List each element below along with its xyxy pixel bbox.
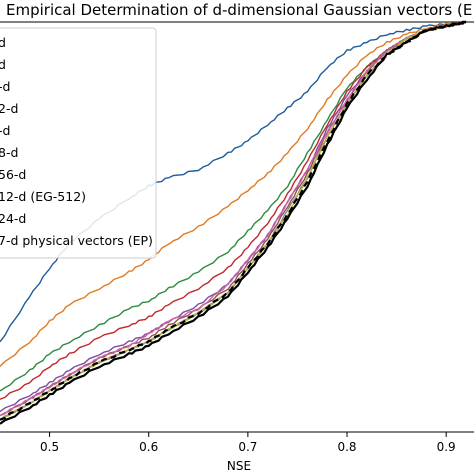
legend-box (0, 27, 157, 259)
x-tick-label: 0.9 (437, 440, 456, 454)
series-line-9 (0, 20, 467, 421)
series-line-6 (0, 20, 467, 417)
legend: dd -d 2-d -d 8-d 56-d 12-d (EG-512) 24-d 7-d phy… (0, 27, 157, 259)
legend-label: 12-d (EG-512) (0, 189, 86, 204)
x-tick-label: 0.8 (337, 440, 356, 454)
x-tick-label: 0.5 (40, 440, 59, 454)
series-line-10 (0, 20, 467, 425)
series-line-5 (0, 21, 467, 417)
legend-label: -d (0, 79, 10, 94)
legend-label: d (0, 35, 6, 50)
lines-layer (0, 20, 467, 425)
legend-label: d (0, 57, 6, 72)
legend-label: 7-d physical vectors (EP) (0, 233, 153, 248)
chart-title: Empirical Determination of d-dimensional… (6, 1, 472, 19)
x-tick-label: 0.7 (238, 440, 257, 454)
legend-label: 2-d (0, 101, 18, 116)
x-tick-label: 0.6 (139, 440, 158, 454)
axes-layer: 0.5 0.6 0.7 0.8 0.9 (0, 21, 474, 454)
legend-label: 24-d (0, 211, 26, 226)
legend-label: 56-d (0, 167, 26, 182)
legend-label: -d (0, 123, 10, 138)
x-axis-label: NSE (227, 459, 251, 473)
series-line-1 (0, 20, 467, 367)
legend-label: 8-d (0, 145, 18, 160)
